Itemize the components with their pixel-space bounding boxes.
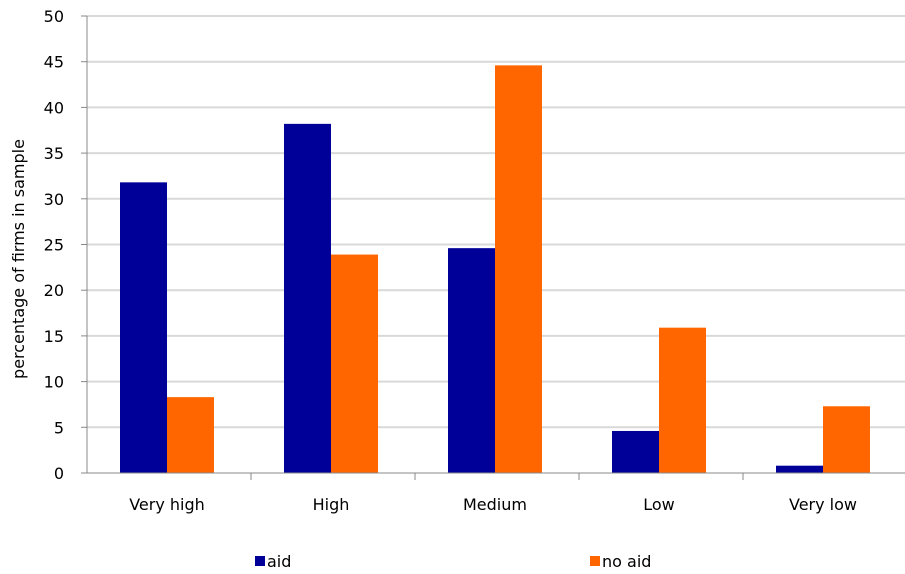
y-tick-label: 10 — [44, 373, 64, 392]
legend-label: no aid — [602, 552, 651, 571]
y-tick-label: 30 — [44, 190, 64, 209]
y-tick-label: 5 — [54, 418, 64, 437]
bar-aid-very-low — [776, 465, 823, 473]
bar-aid-low — [612, 430, 659, 473]
y-tick-label: 40 — [44, 98, 64, 117]
bars — [120, 65, 870, 474]
legend: aid no aid — [255, 552, 651, 571]
y-tick-label: 0 — [54, 464, 64, 483]
y-tick-labels: 0 5 10 15 20 25 30 35 40 45 50 — [44, 7, 87, 483]
x-tick-label: Very low — [789, 495, 857, 514]
bar-no-aid-low — [659, 327, 706, 473]
x-tick-label: Very high — [129, 495, 205, 514]
y-axis-title: percentage of firms in sample — [9, 139, 28, 379]
y-tick-label: 45 — [44, 53, 64, 72]
bar-aid-very-high — [120, 182, 167, 473]
bar-no-aid-high — [331, 254, 378, 473]
y-tick-label: 20 — [44, 281, 64, 300]
x-tick-labels: Very high High Medium Low Very low — [129, 473, 857, 514]
x-tick-label: Medium — [463, 495, 527, 514]
y-tick-label: 25 — [44, 236, 64, 255]
x-tick-label: Low — [643, 495, 675, 514]
legend-label: aid — [267, 552, 291, 571]
bar-no-aid-very-high — [167, 397, 214, 473]
legend-swatch — [255, 556, 265, 566]
bar-no-aid-medium — [495, 65, 542, 473]
bar-aid-high — [284, 123, 331, 474]
x-tick-label: High — [313, 495, 350, 514]
legend-swatch — [590, 556, 600, 566]
y-tick-label: 50 — [44, 7, 64, 26]
y-tick-label: 35 — [44, 144, 64, 163]
bar-aid-medium — [448, 248, 495, 473]
y-tick-label: 15 — [44, 327, 64, 346]
bar-no-aid-very-low — [823, 406, 870, 473]
